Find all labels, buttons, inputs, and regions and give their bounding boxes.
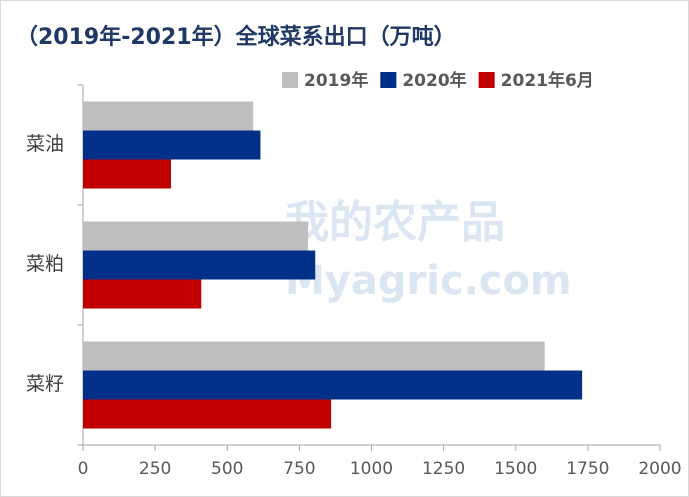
watermark: 我的农产品 [285, 197, 505, 248]
x-tick-label: 1500 [494, 459, 537, 479]
x-tick-label: 1000 [350, 459, 393, 479]
legend-swatch [478, 72, 495, 88]
x-tick-label: 1750 [566, 459, 609, 479]
bar [83, 101, 254, 131]
bar [83, 130, 261, 160]
y-tick-label: 菜粕 [26, 253, 64, 275]
y-tick-label: 菜油 [26, 133, 64, 155]
bar [83, 279, 202, 309]
bar [83, 370, 583, 400]
bar [83, 159, 171, 189]
x-tick-label: 250 [139, 459, 171, 479]
x-tick-label: 0 [78, 459, 89, 479]
chart-title: （2019年-2021年）全球菜系出口（万吨） [16, 24, 456, 50]
legend-label: 2019年 [304, 70, 368, 91]
bar [83, 250, 316, 280]
bar [83, 399, 332, 429]
watermark: Myagric.com [285, 258, 572, 304]
x-tick-label: 2000 [638, 459, 681, 479]
x-tick-label: 1250 [422, 459, 465, 479]
x-tick-label: 500 [211, 459, 243, 479]
x-tick-label: 750 [283, 459, 315, 479]
bar [83, 221, 309, 251]
legend-label: 2021年6月 [501, 70, 594, 91]
bar [83, 341, 545, 371]
y-tick-label: 菜籽 [26, 373, 64, 395]
legend-swatch [380, 72, 397, 88]
legend-swatch [282, 72, 298, 88]
legend-label: 2020年 [402, 70, 466, 91]
